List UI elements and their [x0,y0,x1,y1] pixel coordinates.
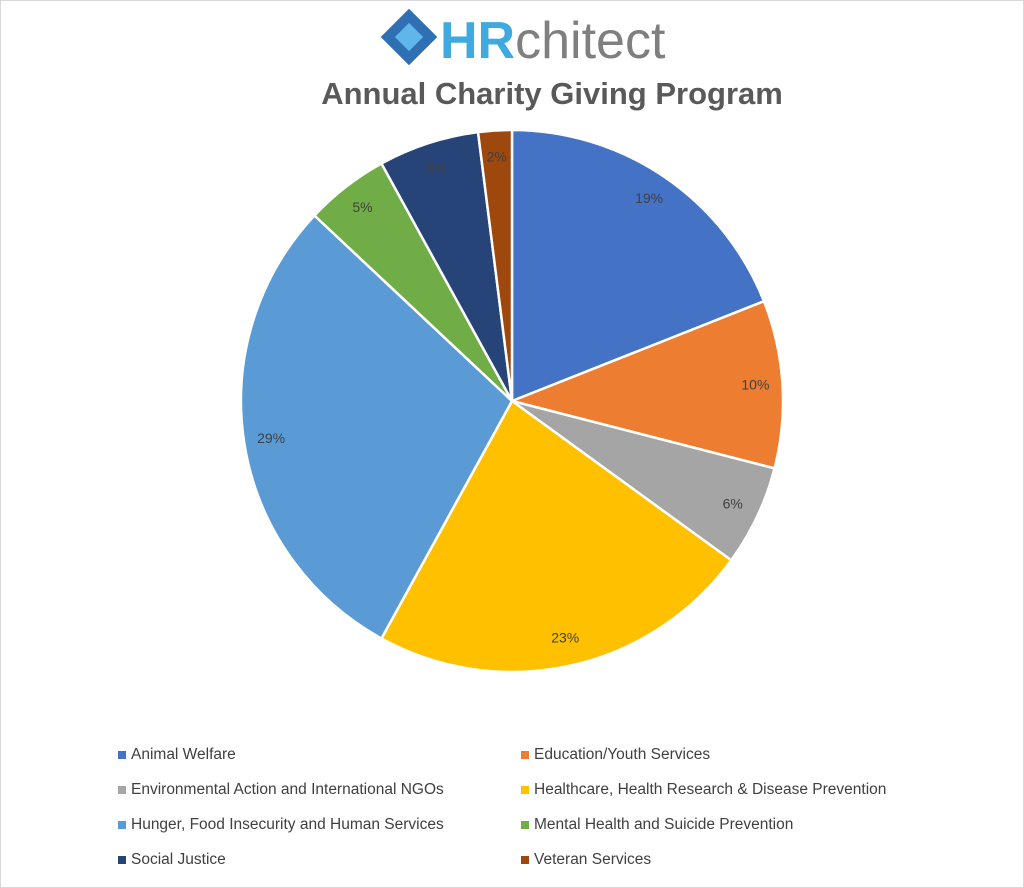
legend-swatch [118,786,126,794]
data-label: 6% [723,496,743,512]
pie-slice [379,399,733,674]
pie-slice [510,128,766,403]
data-label: 6% [427,160,447,176]
pie-slice [239,213,514,641]
legend-label: Healthcare, Health Research & Disease Pr… [534,781,886,798]
legend-label: Veteran Services [534,851,651,868]
legend-label: Social Justice [131,851,226,868]
legend-swatch [521,821,529,829]
data-label: 29% [257,430,285,446]
logo-strong: HR [440,12,515,70]
legend-label: Environmental Action and International N… [131,781,444,798]
logo-text: HRchitect [440,12,666,70]
data-label: 19% [635,190,663,206]
legend-label: Education/Youth Services [534,746,710,763]
legend-swatch [118,856,126,864]
legend-swatch [521,856,529,864]
pie-slice [476,128,514,402]
data-label: 10% [741,376,769,392]
legend-label: Hunger, Food Insecurity and Human Servic… [131,816,444,833]
data-label: 2% [487,148,507,164]
legend-swatch [521,751,529,759]
legend-label: Animal Welfare [131,746,236,763]
legend-swatch [521,786,529,794]
chart-title: Annual Charity Giving Program [321,76,783,111]
pie-slice [507,299,785,470]
data-label: 5% [352,199,372,215]
logo-rest: chitect [515,12,666,70]
legend-swatch [118,821,126,829]
legend-label: Mental Health and Suicide Prevention [534,816,793,833]
legend-swatch [118,751,126,759]
data-label: 23% [551,630,579,646]
